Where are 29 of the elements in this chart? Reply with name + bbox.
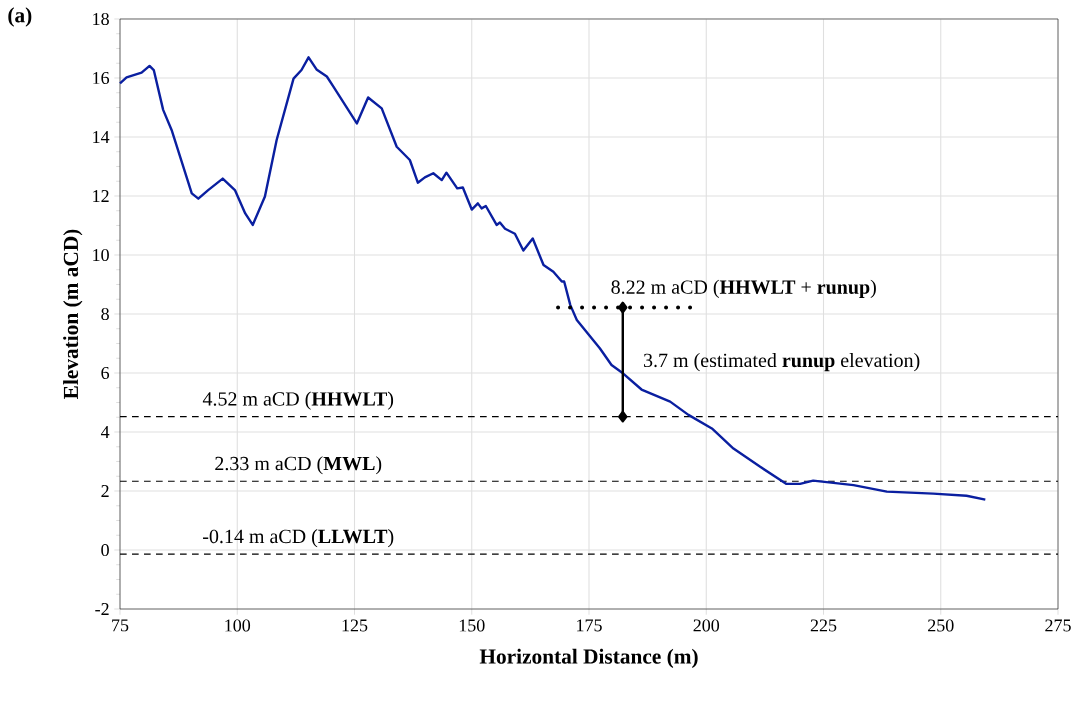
annotation: 8.22 m aCD (HHWLT + runup) <box>611 279 876 298</box>
annotation: 3.7 m (estimated runup elevation) <box>644 353 920 372</box>
y-tick-label: 2 <box>101 485 109 497</box>
y-tick-label: 18 <box>93 12 109 26</box>
y-tick-label: 10 <box>93 248 109 262</box>
ref-line-label: -0.14 m aCD (LLWLT) <box>203 529 394 548</box>
y-tick-label: 14 <box>93 131 110 143</box>
y-tick-label: 6 <box>101 366 110 380</box>
y-tick-label: 0 <box>101 543 109 557</box>
x-tick-label: 150 <box>459 619 485 632</box>
ref-line-label: 2.33 m aCD (MWL) <box>215 456 382 475</box>
x-tick-label: 75 <box>112 619 129 632</box>
y-tick-label: -2 <box>95 603 109 615</box>
x-tick-label: 175 <box>577 619 602 632</box>
x-tick-label: 275 <box>1045 619 1071 632</box>
y-tick-label: 12 <box>93 190 109 202</box>
line-series <box>118 56 987 501</box>
y-tick-label: 16 <box>93 71 110 85</box>
x-tick-label: 200 <box>693 619 720 632</box>
y-axis-title: Elevation (m aCD) <box>63 229 83 399</box>
chart-title: (a) <box>8 7 32 27</box>
x-axis-title: Horizontal Distance (m) <box>479 648 698 669</box>
x-tick-label: 225 <box>810 619 837 632</box>
ref-line-label: 4.52 m aCD (HHWLT) <box>202 391 394 410</box>
x-tick-label: 100 <box>225 619 251 632</box>
x-tick-label: 125 <box>342 619 368 632</box>
y-tick-label: 4 <box>100 426 110 438</box>
y-tick-label: 8 <box>101 307 109 321</box>
x-tick-label: 250 <box>928 619 954 632</box>
